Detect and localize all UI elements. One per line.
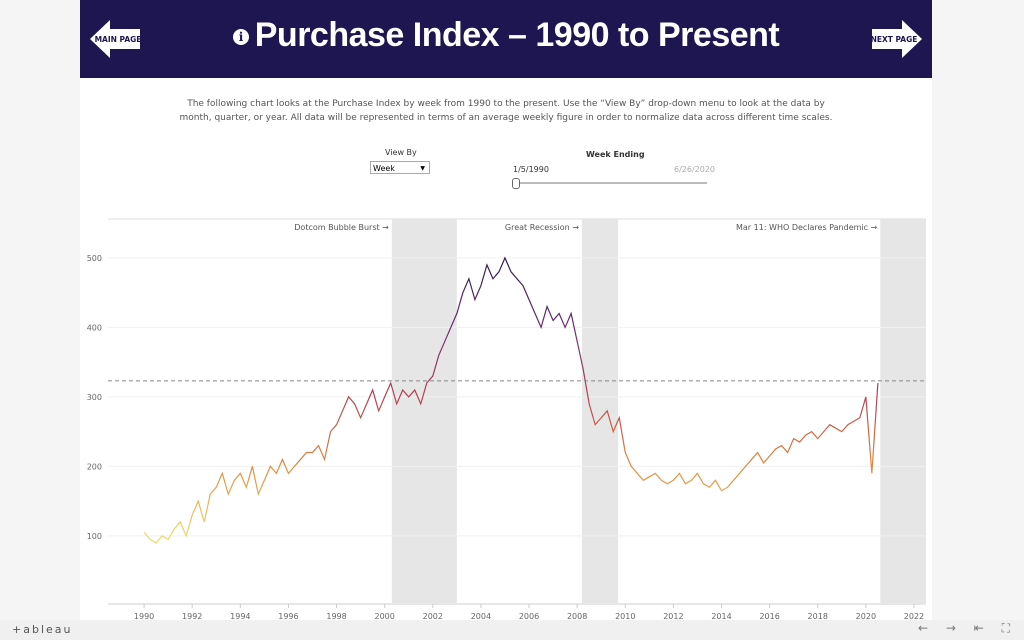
chart: Dotcom Bubble Burst → Great Recession → Ma… (87, 218, 926, 620)
title: Purchase Index – 1990 to Present (254, 16, 780, 54)
view-by-label: View By (385, 148, 417, 157)
x-tick-label: 2002 (423, 612, 443, 620)
x-tick-label: 2020 (856, 612, 876, 620)
description-line: month, quarter, or year. All data will b… (179, 113, 833, 123)
x-tick-label: 1992 (182, 612, 202, 620)
footer-bar: +ableau ← → ⇤ ⛶ (0, 620, 1024, 640)
period-annotation: Dotcom Bubble Burst → (294, 223, 389, 232)
y-tick-label: 200 (87, 462, 102, 471)
x-tick-label: 2014 (711, 612, 731, 620)
view-by-value: Week (373, 164, 395, 173)
x-tick-label: 2016 (759, 612, 779, 620)
x-tick-label: 2006 (519, 612, 539, 620)
x-tick-label: 2004 (471, 612, 491, 620)
next-page-button[interactable]: NEXT PAGE (872, 20, 922, 58)
view-by-dropdown[interactable]: Week ▼ (370, 161, 430, 174)
tableau-logo[interactable]: +ableau (12, 623, 73, 636)
shaded-period (880, 219, 926, 604)
x-tick-label: 2008 (567, 612, 587, 620)
info-icon[interactable]: i (232, 29, 249, 46)
y-tick-label: 400 (87, 323, 102, 332)
x-tick-label: 1996 (278, 612, 298, 620)
period-annotation: Mar 11: WHO Declares Pandemic → (736, 223, 878, 232)
header: MAIN PAGE i Purchase Index – 1990 to Pres… (80, 0, 932, 78)
week-ending-label: Week Ending (586, 150, 645, 159)
nav-icons[interactable]: ← → ⇤ ⛶ (918, 621, 1011, 635)
x-tick-label: 1998 (326, 612, 346, 620)
y-tick-label: 500 (87, 254, 102, 263)
title-wrap: i Purchase Index – 1990 to Present (80, 16, 932, 55)
x-tick-label: 2022 (904, 612, 924, 620)
index-line (143, 256, 879, 544)
x-tick-label: 2010 (615, 612, 635, 620)
main-page-label: MAIN PAGE (95, 35, 140, 44)
x-tick-label: 2018 (808, 612, 828, 620)
slider-track[interactable] (515, 182, 707, 184)
y-tick-label: 100 (87, 532, 102, 541)
x-tick-label: 2012 (663, 612, 683, 620)
y-tick-label: 300 (87, 393, 102, 402)
week-ending-start: 1/5/1990 (513, 165, 549, 174)
description-line: The following chart looks at the Purchas… (187, 99, 825, 109)
next-page-label: NEXT PAGE (872, 35, 917, 44)
week-ending-end: 6/26/2020 (674, 165, 716, 174)
shaded-period (391, 219, 457, 604)
x-tick-label: 2000 (374, 612, 394, 620)
dashboard: MAIN PAGE i Purchase Index – 1990 to Pres… (80, 0, 932, 620)
shaded-period (581, 219, 619, 604)
main-page-button[interactable]: MAIN PAGE (90, 20, 140, 58)
period-annotation: Great Recession → (505, 223, 579, 232)
x-tick-label: 1990 (134, 612, 154, 620)
slider-handle[interactable] (512, 178, 520, 189)
x-tick-label: 1994 (230, 612, 250, 620)
